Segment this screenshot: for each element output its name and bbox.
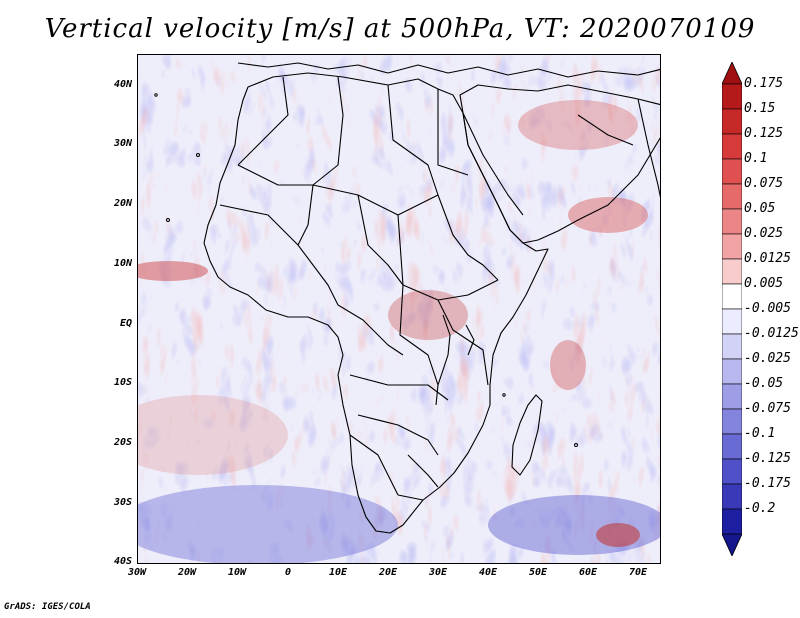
lat-label: 40S [113,556,132,567]
vertical-velocity-field [138,55,660,563]
colorbar-label: 0.025 [744,226,784,241]
colorbar-swatch [722,158,742,185]
lon-label: 30W [127,567,147,578]
lat-label: EQ [119,318,132,329]
lat-label: 20N [113,198,132,209]
colorbar-label: -0.175 [744,476,791,491]
colorbar-swatch [722,408,742,435]
colorbar-arrow-bottom [722,533,742,556]
colorbar-label: 0.075 [744,176,784,191]
colorbar-label: -0.05 [744,376,784,391]
colorbar-swatch [722,208,742,235]
colorbar-label: 0.0125 [744,251,791,266]
colorbar-swatch [722,83,742,110]
colorbar-label: -0.2 [744,501,776,516]
colorbar-label: 0.05 [744,201,776,216]
lat-label: 20S [113,437,132,448]
colorbar-arrow-top [722,62,742,85]
lon-label: 10E [328,567,348,578]
colorbar-swatch [722,383,742,410]
colorbar-label: -0.005 [744,301,791,316]
colorbar-swatch [722,333,742,360]
lon-label: 20W [177,567,197,578]
colorbar-swatch [722,458,742,485]
colorbar-label: 0.1 [744,151,768,166]
colorbar-label: 0.005 [744,276,784,291]
colorbar-swatch [722,483,742,510]
colorbar-swatch [722,108,742,135]
lon-label: 60E [578,567,598,578]
colorbar-label: -0.075 [744,401,791,416]
lon-label: 20E [378,567,398,578]
colorbar-label: -0.025 [744,351,791,366]
colorbar-swatch [722,308,742,335]
credit-label: GrADS: IGES/COLA [4,602,91,612]
lon-label: 50E [528,567,548,578]
colorbar-swatch [722,183,742,210]
colorbar-swatch [722,508,742,535]
lon-label: 0 [284,567,292,578]
colorbar-swatch [722,433,742,460]
colorbar-label: 0.125 [744,126,784,141]
colorbar-swatch [722,258,742,285]
colorbar-swatch [722,358,742,385]
lat-label: 30N [113,138,132,149]
lon-label: 30E [428,567,448,578]
colorbar-swatch [722,233,742,260]
colorbar-label: 0.175 [744,76,784,91]
lat-label: 10S [113,377,132,388]
colorbar-label: -0.125 [744,451,791,466]
colorbar [722,62,742,556]
colorbar-label: -0.0125 [744,326,799,341]
lat-label: 10N [113,258,132,269]
lon-label: 10W [227,567,247,578]
lat-label: 40N [113,79,132,90]
chart-title: Vertical velocity [m/s] at 500hPa, VT: 2… [44,14,756,44]
lon-label: 70E [628,567,648,578]
lat-label: 30S [113,497,132,508]
colorbar-swatch [722,283,742,310]
map-plot-area [137,54,661,564]
colorbar-swatch [722,133,742,160]
colorbar-label: 0.15 [744,101,776,116]
lon-label: 40E [478,567,498,578]
colorbar-label: -0.1 [744,426,776,441]
